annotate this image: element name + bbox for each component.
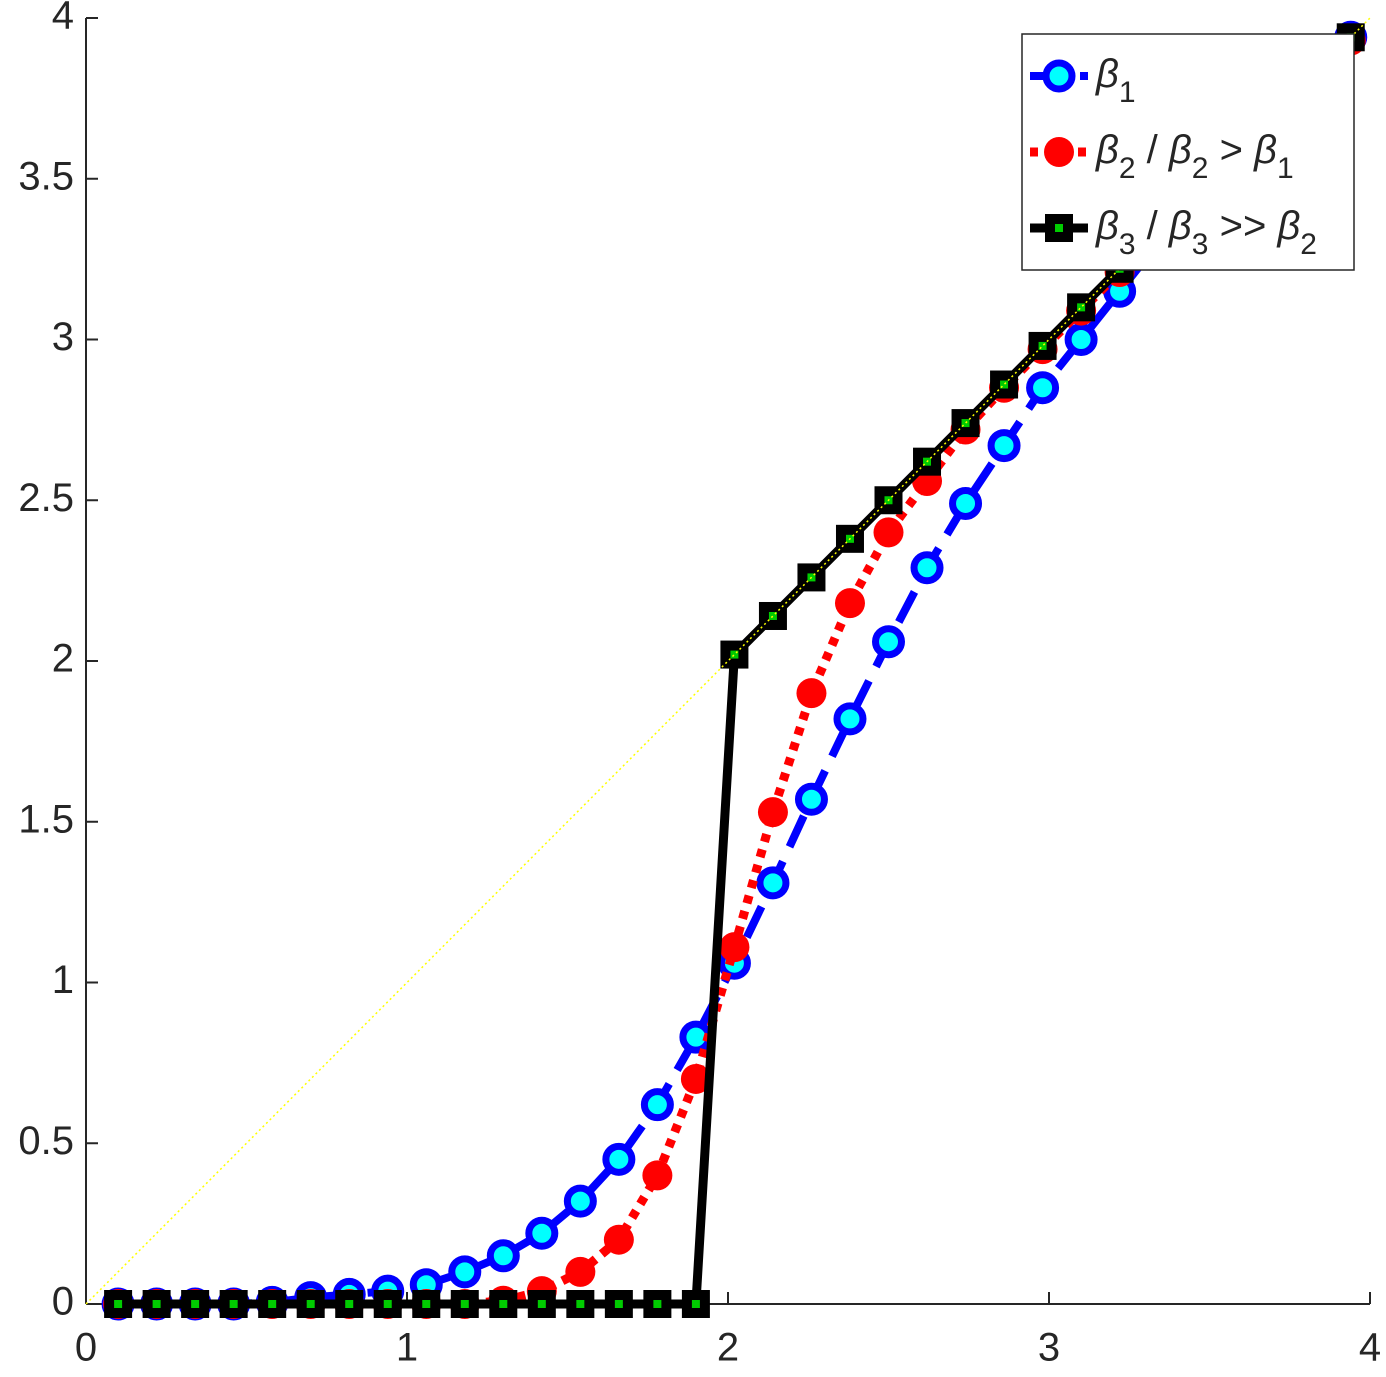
- marker: [525, 1216, 559, 1250]
- marker: [834, 588, 865, 619]
- marker: [873, 517, 904, 548]
- legend: β1​ β2​ / β2​ > β1​ β3​ / β3​ >> β2​: [1021, 33, 1355, 271]
- marker: [142, 1290, 171, 1318]
- y-tick-label: 2.5: [18, 476, 74, 520]
- marker: [604, 1290, 633, 1318]
- marker: [1067, 293, 1096, 322]
- marker: [603, 1224, 634, 1255]
- marker: [681, 1290, 710, 1318]
- marker: [181, 1290, 210, 1318]
- marker: [872, 625, 905, 659]
- legend-label: β1​: [1095, 52, 1136, 109]
- y-tick-label: 2: [52, 637, 74, 681]
- x-tick-label: 2: [717, 1326, 739, 1370]
- marker: [757, 797, 788, 828]
- marker: [335, 1290, 364, 1318]
- marker: [296, 1290, 325, 1318]
- marker: [1042, 59, 1076, 93]
- y-tick-label: 0: [52, 1280, 74, 1324]
- marker: [489, 1290, 518, 1318]
- marker: [1028, 331, 1057, 360]
- marker: [219, 1290, 248, 1318]
- marker: [949, 486, 983, 520]
- y-tick-label: 4: [52, 0, 74, 38]
- y-tick-label: 3.5: [18, 154, 74, 198]
- marker: [640, 1088, 674, 1122]
- marker: [796, 678, 827, 709]
- marker: [794, 782, 828, 816]
- marker: [373, 1290, 402, 1318]
- legend-label: β2​ / β2​ > β1​: [1095, 128, 1294, 185]
- marker: [448, 1255, 482, 1289]
- y-tick-label: 1: [52, 958, 74, 1002]
- y-tick-label: 3: [52, 315, 74, 359]
- marker: [642, 1160, 673, 1191]
- marker: [643, 1290, 672, 1318]
- marker: [833, 702, 867, 736]
- marker: [563, 1184, 597, 1218]
- marker: [566, 1290, 595, 1318]
- marker: [450, 1290, 479, 1318]
- marker: [565, 1256, 596, 1287]
- marker: [987, 429, 1021, 463]
- y-tick-label: 1.5: [18, 797, 74, 841]
- x-tick-label: 4: [1359, 1326, 1381, 1370]
- marker: [486, 1239, 520, 1273]
- x-tick-label: 0: [75, 1326, 97, 1370]
- marker: [1045, 214, 1073, 242]
- marker: [1044, 137, 1074, 167]
- marker: [527, 1290, 556, 1318]
- marker: [719, 932, 750, 963]
- x-tick-label: 3: [1038, 1326, 1060, 1370]
- marker: [680, 1063, 711, 1094]
- marker: [1064, 323, 1098, 356]
- marker: [602, 1142, 636, 1176]
- marker: [1026, 371, 1060, 405]
- legend-label: β3​ / β3​ >> β2​: [1095, 204, 1317, 261]
- marker: [756, 866, 790, 900]
- y-tick-label: 0.5: [18, 1119, 74, 1163]
- marker: [412, 1290, 441, 1318]
- marker: [258, 1290, 287, 1318]
- x-tick-label: 1: [396, 1326, 418, 1370]
- marker: [104, 1290, 133, 1318]
- marker: [910, 551, 944, 585]
